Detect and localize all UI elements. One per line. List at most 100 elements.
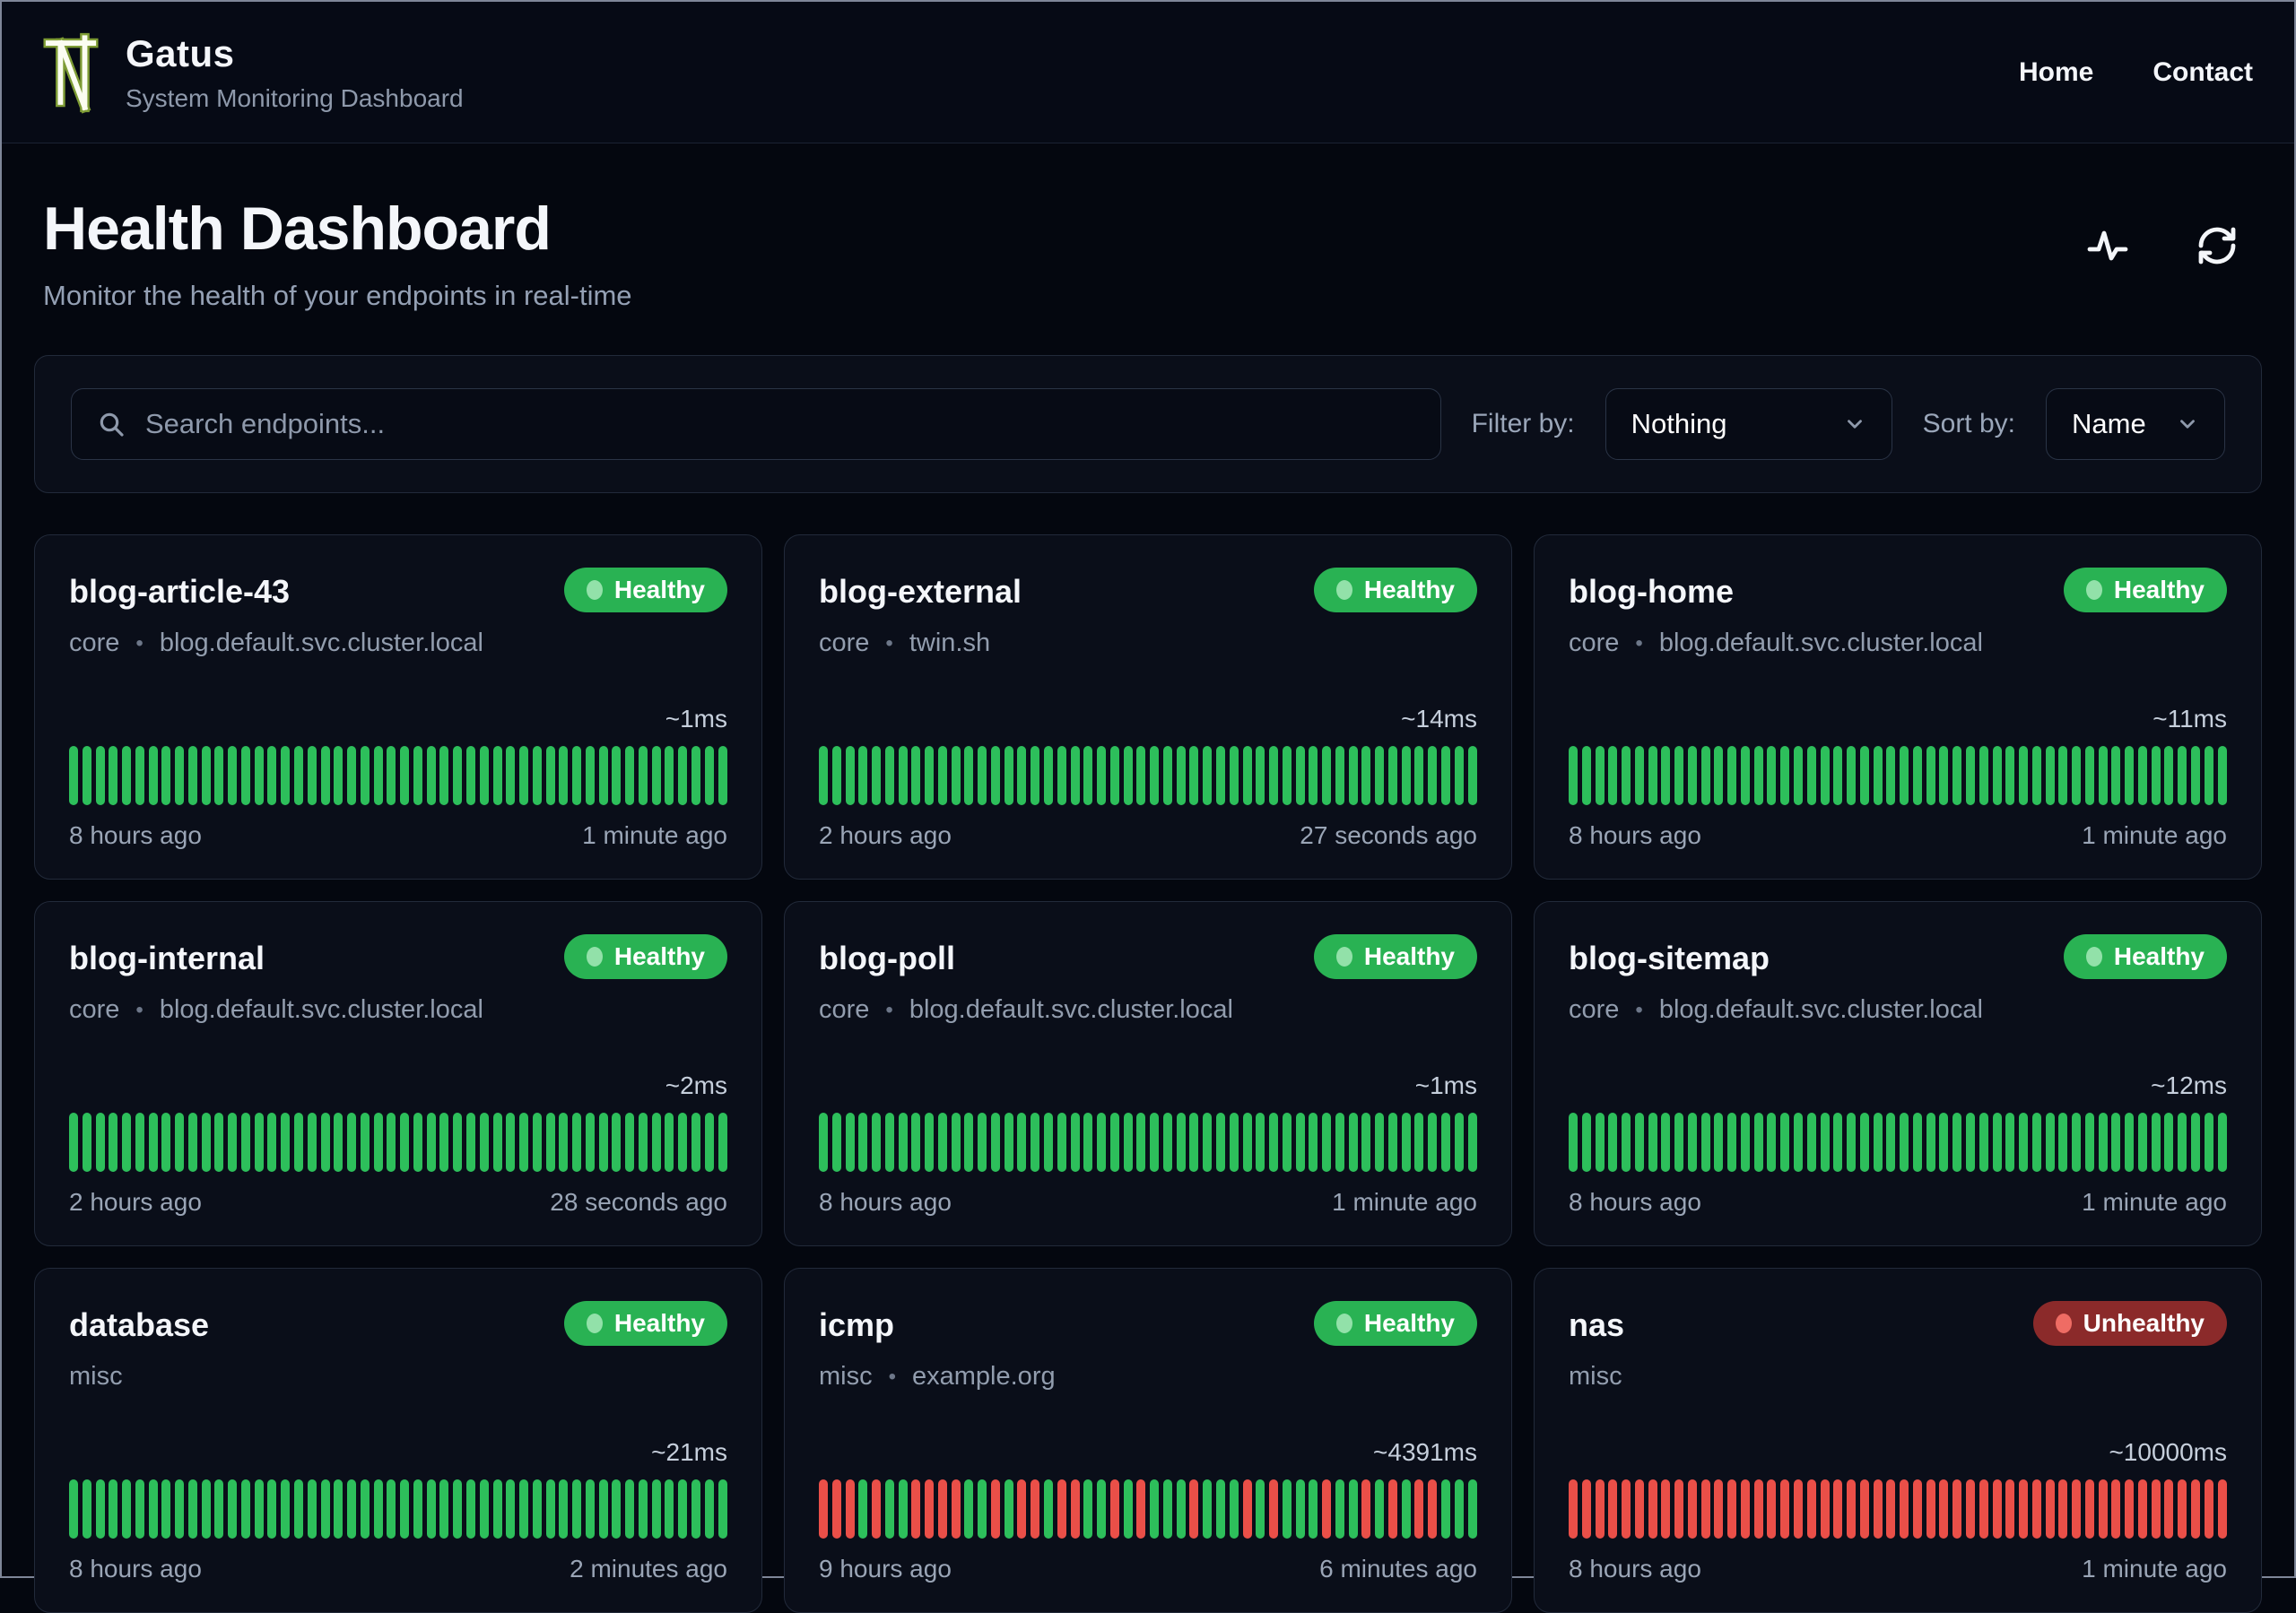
uptime-bar[interactable]: [2072, 1113, 2082, 1172]
uptime-bar[interactable]: [2204, 1479, 2213, 1539]
uptime-bar[interactable]: [2072, 1479, 2082, 1539]
uptime-bar[interactable]: [691, 1479, 700, 1539]
uptime-bar[interactable]: [1057, 1479, 1066, 1539]
uptime-bar[interactable]: [95, 1479, 105, 1539]
uptime-bar[interactable]: [187, 1113, 197, 1172]
uptime-bar[interactable]: [1806, 1479, 1816, 1539]
uptime-bar[interactable]: [1136, 1479, 1146, 1539]
uptime-bar[interactable]: [2058, 1479, 2068, 1539]
uptime-bar[interactable]: [1794, 1479, 1804, 1539]
uptime-bar[interactable]: [2151, 1479, 2161, 1539]
uptime-bar[interactable]: [1348, 1479, 1358, 1539]
uptime-bar[interactable]: [1256, 746, 1265, 805]
uptime-bar[interactable]: [347, 746, 357, 805]
uptime-bar[interactable]: [1952, 1479, 1962, 1539]
uptime-bar[interactable]: [990, 1113, 1000, 1172]
uptime-bar[interactable]: [95, 746, 105, 805]
uptime-bar[interactable]: [82, 1113, 91, 1172]
uptime-bar[interactable]: [479, 1113, 489, 1172]
uptime-bar[interactable]: [1401, 746, 1411, 805]
uptime-bar[interactable]: [214, 746, 224, 805]
uptime-bar[interactable]: [214, 1113, 224, 1172]
uptime-bar[interactable]: [267, 1479, 277, 1539]
endpoint-card[interactable]: database Healthy misc • ~21ms 8 hours ag…: [34, 1268, 762, 1613]
uptime-bar[interactable]: [1979, 1479, 1988, 1539]
endpoint-card[interactable]: blog-home Healthy core • blog.default.sv…: [1534, 534, 2262, 880]
uptime-bar[interactable]: [1467, 1113, 1477, 1172]
uptime-bar[interactable]: [294, 1479, 304, 1539]
uptime-bar[interactable]: [426, 746, 436, 805]
uptime-bar[interactable]: [1687, 1113, 1697, 1172]
uptime-bar[interactable]: [426, 1113, 436, 1172]
endpoint-card[interactable]: nas Unhealthy misc • ~10000ms 8 hours ag…: [1534, 1268, 2262, 1613]
uptime-bar[interactable]: [1859, 1113, 1869, 1172]
uptime-bar[interactable]: [2019, 1113, 2029, 1172]
uptime-bar[interactable]: [1097, 746, 1107, 805]
uptime-bar[interactable]: [1414, 1479, 1424, 1539]
uptime-bar[interactable]: [1912, 1113, 1922, 1172]
uptime-bar[interactable]: [1203, 1113, 1213, 1172]
uptime-bar[interactable]: [148, 746, 158, 805]
uptime-bar[interactable]: [1634, 746, 1644, 805]
uptime-bar[interactable]: [1031, 1479, 1040, 1539]
uptime-bar[interactable]: [1162, 1479, 1172, 1539]
uptime-bar[interactable]: [1727, 1113, 1737, 1172]
uptime-bar[interactable]: [1767, 746, 1777, 805]
uptime-bar[interactable]: [638, 746, 648, 805]
uptime-bar[interactable]: [387, 1479, 396, 1539]
uptime-bar[interactable]: [254, 1113, 264, 1172]
uptime-bar[interactable]: [612, 746, 622, 805]
uptime-bar[interactable]: [1136, 1113, 1146, 1172]
uptime-bar[interactable]: [1847, 1113, 1857, 1172]
uptime-bar[interactable]: [2045, 746, 2055, 805]
uptime-bar[interactable]: [465, 1113, 475, 1172]
uptime-bar[interactable]: [387, 746, 396, 805]
search-box[interactable]: [71, 388, 1441, 460]
uptime-bar[interactable]: [1454, 746, 1464, 805]
uptime-bar[interactable]: [413, 1479, 422, 1539]
uptime-bar[interactable]: [1912, 746, 1922, 805]
uptime-bar[interactable]: [281, 1113, 291, 1172]
uptime-bar[interactable]: [1992, 1479, 2002, 1539]
uptime-bar[interactable]: [465, 1479, 475, 1539]
uptime-bar[interactable]: [1375, 1479, 1385, 1539]
uptime-bar[interactable]: [1361, 1113, 1371, 1172]
uptime-bar[interactable]: [1309, 1479, 1318, 1539]
uptime-bar[interactable]: [858, 746, 868, 805]
uptime-bar[interactable]: [1979, 746, 1988, 805]
uptime-bar[interactable]: [1900, 746, 1909, 805]
uptime-bar[interactable]: [2005, 746, 2015, 805]
uptime-bar[interactable]: [978, 746, 987, 805]
uptime-bar[interactable]: [545, 1113, 555, 1172]
uptime-bar[interactable]: [1806, 1113, 1816, 1172]
uptime-bar[interactable]: [858, 1113, 868, 1172]
uptime-bar[interactable]: [884, 1479, 894, 1539]
uptime-bar[interactable]: [1189, 1479, 1199, 1539]
uptime-bar[interactable]: [1595, 746, 1605, 805]
uptime-bar[interactable]: [1242, 1113, 1252, 1172]
uptime-bar[interactable]: [109, 1479, 118, 1539]
search-input[interactable]: [145, 408, 1415, 440]
uptime-bar[interactable]: [373, 1479, 383, 1539]
uptime-bar[interactable]: [691, 746, 700, 805]
uptime-bar[interactable]: [872, 1479, 882, 1539]
uptime-bar[interactable]: [1847, 1479, 1857, 1539]
uptime-bar[interactable]: [1004, 746, 1013, 805]
uptime-bar[interactable]: [1714, 746, 1724, 805]
uptime-bar[interactable]: [898, 1113, 908, 1172]
uptime-bar[interactable]: [1057, 1113, 1066, 1172]
endpoint-card[interactable]: blog-external Healthy core • twin.sh ~14…: [784, 534, 1512, 880]
uptime-bar[interactable]: [82, 1479, 91, 1539]
uptime-bar[interactable]: [1269, 1479, 1279, 1539]
uptime-bar[interactable]: [638, 1113, 648, 1172]
uptime-bar[interactable]: [187, 746, 197, 805]
uptime-bar[interactable]: [1203, 746, 1213, 805]
uptime-bar[interactable]: [1740, 1113, 1750, 1172]
uptime-bar[interactable]: [1622, 1113, 1631, 1172]
uptime-bar[interactable]: [1401, 1479, 1411, 1539]
uptime-bar[interactable]: [1162, 746, 1172, 805]
uptime-bar[interactable]: [201, 746, 211, 805]
uptime-bar[interactable]: [1753, 1113, 1763, 1172]
uptime-bar[interactable]: [585, 1479, 595, 1539]
uptime-bar[interactable]: [95, 1113, 105, 1172]
